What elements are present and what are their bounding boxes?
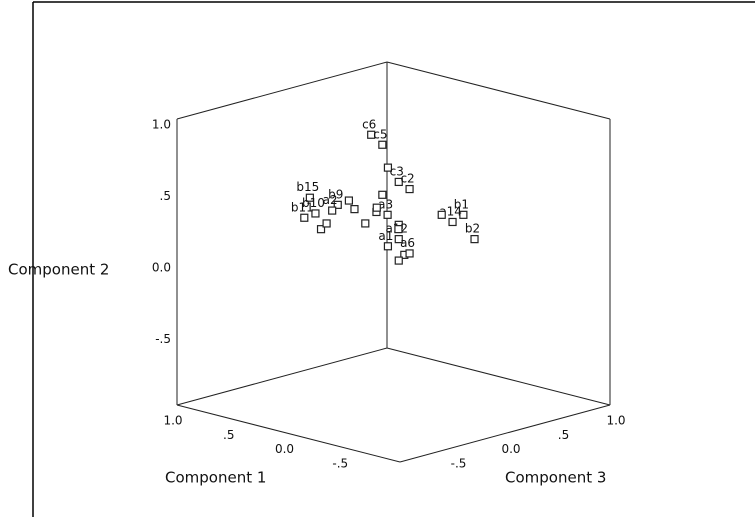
z-axis-title: Component 3	[505, 469, 606, 487]
z-tick-label: -.5	[451, 456, 467, 470]
point-label: b2	[465, 222, 480, 236]
point	[383, 210, 392, 219]
point-label: b11	[291, 200, 314, 214]
box-edge	[399, 404, 611, 463]
point-label: b1	[454, 197, 469, 211]
point	[394, 235, 403, 244]
point-label: a1	[378, 229, 393, 243]
point	[405, 249, 414, 258]
z-tick-label: 1.0	[606, 414, 625, 428]
box-edge	[176, 61, 388, 120]
point	[328, 206, 337, 215]
x-tick-label: .5	[223, 428, 234, 442]
point	[300, 213, 309, 222]
x-tick-label: -.5	[332, 456, 348, 470]
box-edge	[176, 347, 388, 406]
point	[394, 225, 403, 234]
point	[333, 200, 342, 209]
point-label: b9	[328, 187, 343, 201]
point-label: c3	[390, 164, 404, 178]
point	[437, 210, 446, 219]
point	[372, 203, 381, 212]
point-label: c2	[400, 172, 414, 186]
box-edge	[386, 347, 611, 406]
z-tick-label: 0.0	[501, 442, 520, 456]
point-label: a2	[323, 193, 338, 207]
point	[405, 184, 414, 194]
point	[350, 205, 359, 214]
y-axis-title: Component 2	[8, 261, 109, 279]
point	[378, 140, 387, 149]
y-tick-label: .5	[160, 189, 171, 203]
point-label: b15	[296, 180, 319, 194]
point	[394, 177, 403, 187]
point	[448, 217, 457, 227]
point	[361, 219, 370, 228]
point	[305, 193, 314, 202]
point-label: c5	[373, 127, 387, 141]
point-label: b10	[302, 196, 325, 210]
x-tick-label: 0.0	[275, 442, 294, 456]
box-edge	[176, 404, 401, 463]
y-tick-label: 0.0	[152, 261, 171, 275]
y-tick-label: 1.0	[152, 118, 171, 132]
point	[322, 219, 331, 228]
point	[470, 235, 479, 244]
point	[383, 242, 393, 251]
point	[316, 225, 326, 234]
point	[311, 209, 320, 218]
point-label: a3	[378, 197, 393, 211]
box-edge	[386, 61, 611, 120]
y-tick-label: -.5	[155, 332, 171, 346]
point	[367, 130, 376, 139]
point-label: c6	[362, 117, 376, 131]
x-tick-label: 1.0	[163, 414, 182, 428]
z-tick-label: .5	[558, 428, 569, 442]
x-axis-title: Component 1	[165, 469, 266, 487]
point	[344, 196, 353, 205]
point-label: a6	[400, 236, 415, 250]
point	[394, 256, 403, 265]
point	[459, 210, 468, 219]
point	[383, 163, 393, 172]
point	[378, 190, 387, 199]
